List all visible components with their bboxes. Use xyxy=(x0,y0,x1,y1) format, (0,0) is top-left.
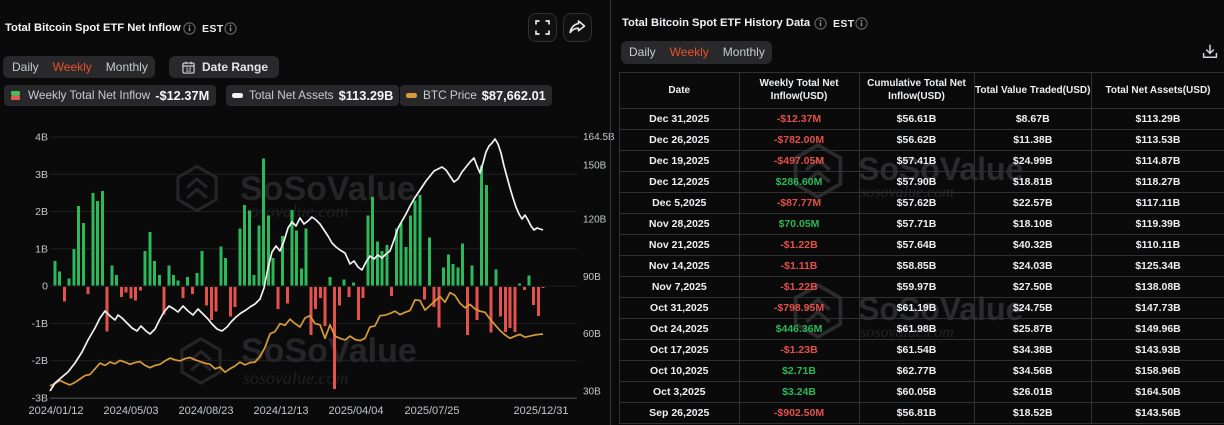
svg-text:12: 12 xyxy=(186,67,192,73)
svg-text:30B: 30B xyxy=(583,387,601,398)
svg-text:2B: 2B xyxy=(35,206,48,218)
svg-text:4B: 4B xyxy=(35,132,48,144)
svg-text:60B: 60B xyxy=(583,329,601,340)
svg-text:2024/01/12: 2024/01/12 xyxy=(28,405,83,417)
svg-text:120B: 120B xyxy=(583,215,607,226)
svg-text:sosovalue.com: sosovalue.com xyxy=(243,201,348,221)
svg-text:150B: 150B xyxy=(583,161,607,172)
svg-text:SoSoValue: SoSoValue xyxy=(241,332,417,370)
svg-text:-3B: -3B xyxy=(32,393,48,405)
svg-text:90B: 90B xyxy=(583,272,601,283)
svg-text:1B: 1B xyxy=(35,243,48,255)
svg-text:-1B: -1B xyxy=(32,318,48,330)
svg-text:2024/08/23: 2024/08/23 xyxy=(178,405,233,417)
svg-text:2025/04/04: 2025/04/04 xyxy=(328,405,383,417)
svg-text:SoSoValue: SoSoValue xyxy=(240,170,416,208)
svg-text:2025/12/31: 2025/12/31 xyxy=(513,405,568,417)
svg-text:sosovalue.com: sosovalue.com xyxy=(243,368,348,388)
svg-text:2024/12/13: 2024/12/13 xyxy=(253,405,308,417)
svg-text:3B: 3B xyxy=(35,169,48,181)
svg-text:2024/05/03: 2024/05/03 xyxy=(103,405,158,417)
svg-text:-2B: -2B xyxy=(32,355,48,367)
svg-text:2025/07/25: 2025/07/25 xyxy=(404,405,459,417)
svg-text:164.5B: 164.5B xyxy=(583,132,615,143)
svg-text:0: 0 xyxy=(42,281,48,293)
